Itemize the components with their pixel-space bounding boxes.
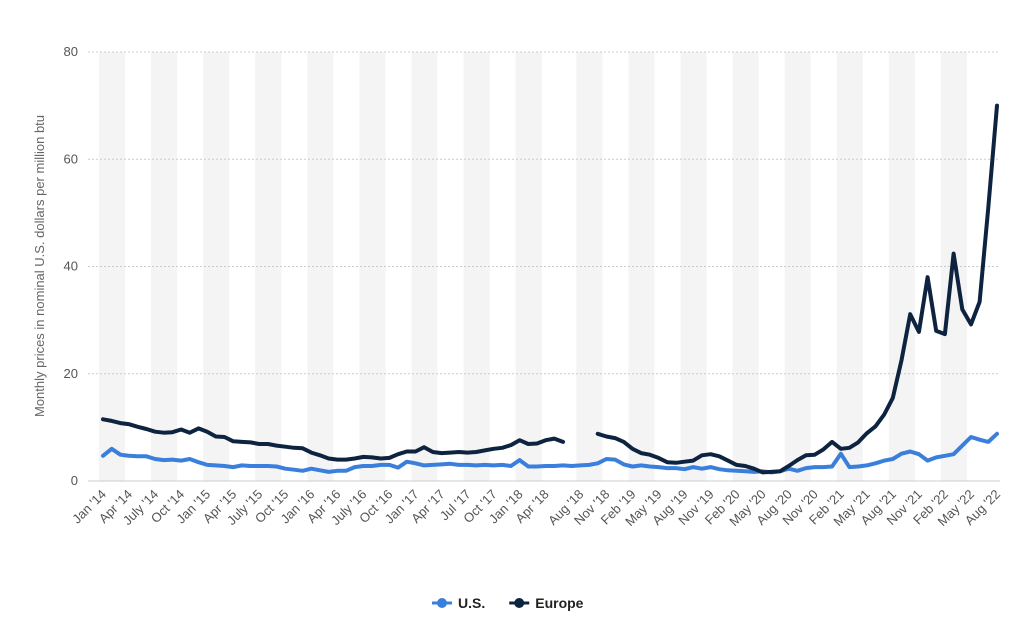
y-tick-label: 20: [64, 366, 78, 381]
legend-marker: [437, 598, 447, 608]
y-axis-label: Monthly prices in nominal U.S. dollars p…: [32, 115, 47, 417]
legend-item: Europe: [509, 595, 584, 611]
y-tick-label: 0: [71, 473, 78, 488]
legend-item: U.S.: [432, 595, 485, 611]
y-tick-label: 60: [64, 151, 78, 166]
line-series: [101, 431, 999, 475]
y-tick-label: 80: [64, 44, 78, 59]
legend-marker: [514, 598, 525, 608]
line-series: [101, 103, 999, 475]
y-tick-label: 40: [64, 259, 78, 274]
legend-label: Europe: [535, 595, 583, 611]
legend-label: U.S.: [458, 595, 485, 611]
